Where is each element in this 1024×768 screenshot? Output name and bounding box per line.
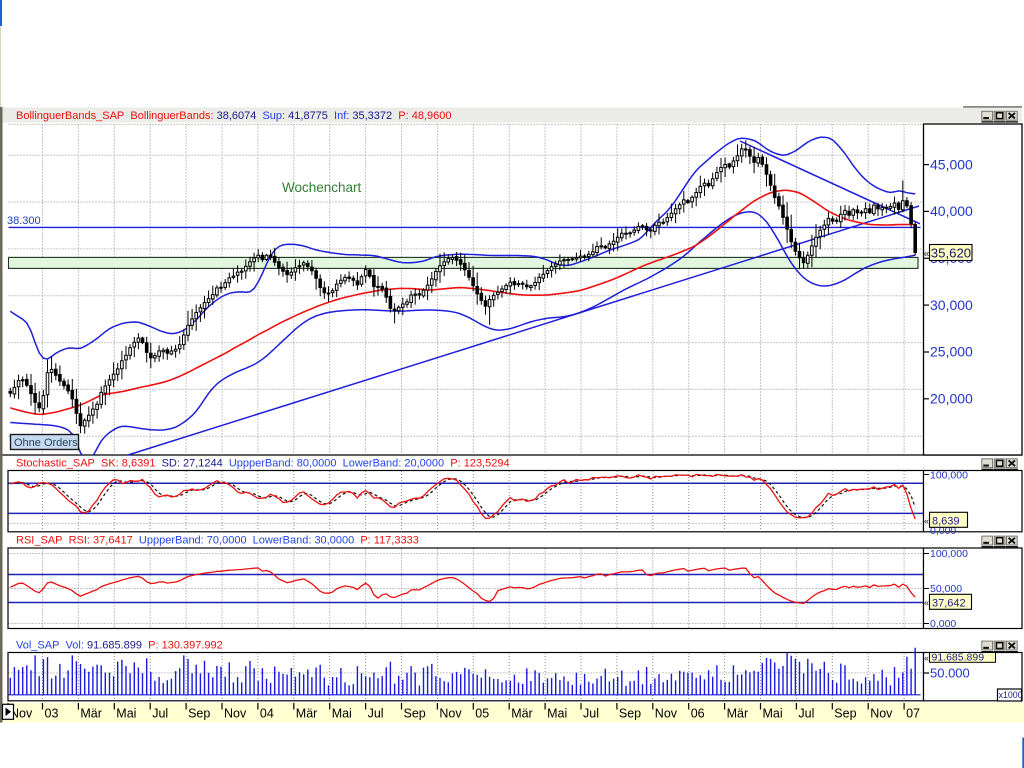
svg-text:91.685.899: 91.685.899 [932,652,985,664]
svg-text:Jul: Jul [798,707,814,721]
svg-text:Jul: Jul [368,707,384,721]
svg-text:BollinguerBands_SAP Bollingue: BollinguerBands_SAP BollinguerBands: 38,… [16,110,451,122]
svg-text:8,639: 8,639 [932,515,960,527]
svg-text:Nov: Nov [439,707,462,721]
svg-text:07: 07 [906,707,920,721]
svg-text:Sep: Sep [188,707,210,721]
svg-text:Jul: Jul [583,707,599,721]
svg-text:0,000: 0,000 [930,525,956,537]
svg-text:Mär: Mär [727,707,749,721]
svg-text:Sep: Sep [834,707,856,721]
svg-text:Ohne Orders: Ohne Orders [14,437,78,449]
svg-text:Sep: Sep [404,707,426,721]
svg-text:30,000: 30,000 [930,297,973,313]
svg-text:«: « [924,516,929,526]
svg-text:Nov: Nov [10,707,33,721]
svg-text:25,000: 25,000 [930,344,973,360]
svg-text:Nov: Nov [224,707,247,721]
svg-text:x1000: x1000 [999,690,1023,700]
svg-text:40,000: 40,000 [930,203,973,219]
svg-text:45,000: 45,000 [930,156,973,172]
svg-text:05: 05 [475,707,489,721]
svg-text:Mai: Mai [763,707,783,721]
svg-text:Mär: Mär [80,707,102,721]
svg-text:20,000: 20,000 [930,391,973,407]
svg-text:Sep: Sep [619,707,641,721]
svg-text:Nov: Nov [870,707,893,721]
svg-text:03: 03 [45,707,59,721]
svg-text:Wochenchart: Wochenchart [282,180,362,195]
svg-text:Mai: Mai [332,707,352,721]
svg-text:50,000: 50,000 [930,583,962,595]
svg-text:06: 06 [691,707,705,721]
svg-text:Jul: Jul [152,707,168,721]
svg-text:Stochastic_SAP SK: 8,6391 SD: Stochastic_SAP SK: 8,6391 SD: 27,1244 Up… [16,458,510,470]
svg-text:0,000: 0,000 [930,618,956,630]
svg-text:Mär: Mär [511,707,533,721]
svg-text:«: « [924,249,930,260]
svg-text:Mai: Mai [116,707,136,721]
svg-text:«: « [924,653,929,663]
svg-text:100,000: 100,000 [930,470,968,482]
svg-text:04: 04 [260,707,274,721]
svg-text:Mai: Mai [547,707,567,721]
svg-text:Nov: Nov [655,707,678,721]
svg-text:RSI_SAP RSI: 37,6417 UppperB: RSI_SAP RSI: 37,6417 UppperBand: 70,0000… [16,535,419,547]
svg-text:50.000: 50.000 [930,666,970,681]
svg-text:35,620: 35,620 [931,246,971,261]
svg-text:«: « [924,598,929,608]
svg-text:Mär: Mär [296,707,318,721]
svg-text:100,000: 100,000 [930,548,968,560]
svg-text:Vol_SAP Vol: 91.685.899 P: 1: Vol_SAP Vol: 91.685.899 P: 130.397.992 [16,640,223,652]
svg-text:37,642: 37,642 [932,597,966,609]
svg-text:38.300: 38.300 [7,215,41,227]
